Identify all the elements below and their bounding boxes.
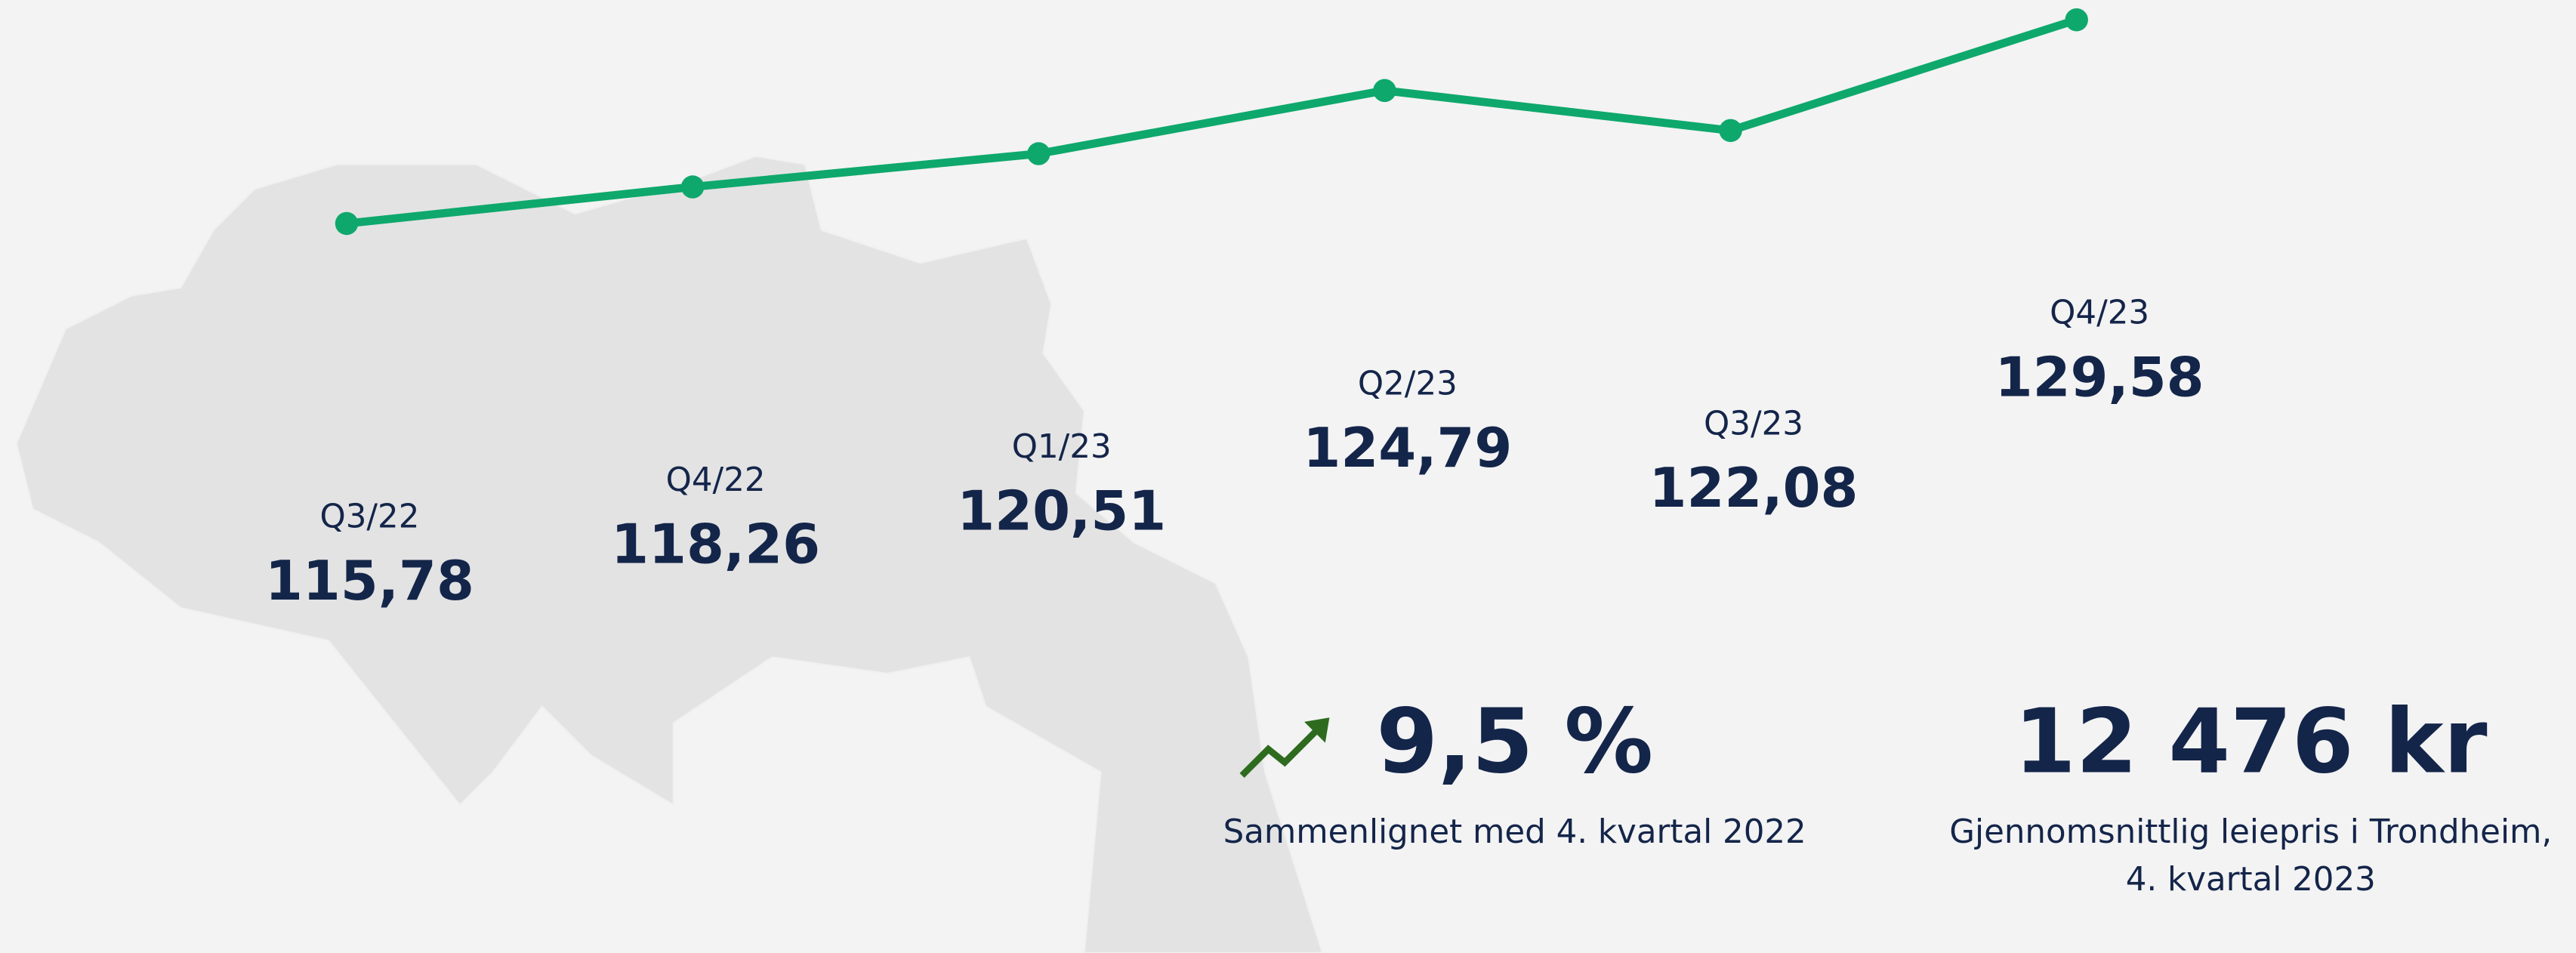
price-caption: Gjennomsnittlig leiepris i Trondheim, <box>1949 813 2552 851</box>
point <box>335 211 359 236</box>
point <box>680 175 705 199</box>
trend-icon <box>1239 717 1330 778</box>
value-label: 118,26 <box>611 513 820 576</box>
price-value: 12 476 kr <box>2014 690 2488 794</box>
value-label: 122,08 <box>1649 456 1859 520</box>
category-label: Q3/22 <box>319 498 419 535</box>
category-label: Q4/23 <box>2050 295 2149 332</box>
point <box>2065 8 2088 32</box>
category-label: Q3/23 <box>1704 405 1803 443</box>
category-label: Q1/23 <box>1012 428 1112 466</box>
category-label: Q2/23 <box>1358 365 1458 402</box>
value-label: 120,51 <box>957 480 1166 543</box>
point <box>1027 142 1050 165</box>
change-caption: Sammenlignet med 4. kvartal 2022 <box>1223 813 1806 851</box>
value-label: 129,58 <box>1995 345 2204 409</box>
point <box>1719 119 1742 143</box>
map-shape <box>15 155 1324 953</box>
change-value: 9,5 % <box>1376 690 1653 794</box>
category-label: Q4/22 <box>666 461 766 499</box>
value-label: 124,79 <box>1303 416 1512 480</box>
price-caption: 4. kvartal 2023 <box>2126 861 2376 899</box>
line <box>346 16 2078 228</box>
value-label: 115,78 <box>265 549 474 612</box>
point <box>1373 79 1396 103</box>
